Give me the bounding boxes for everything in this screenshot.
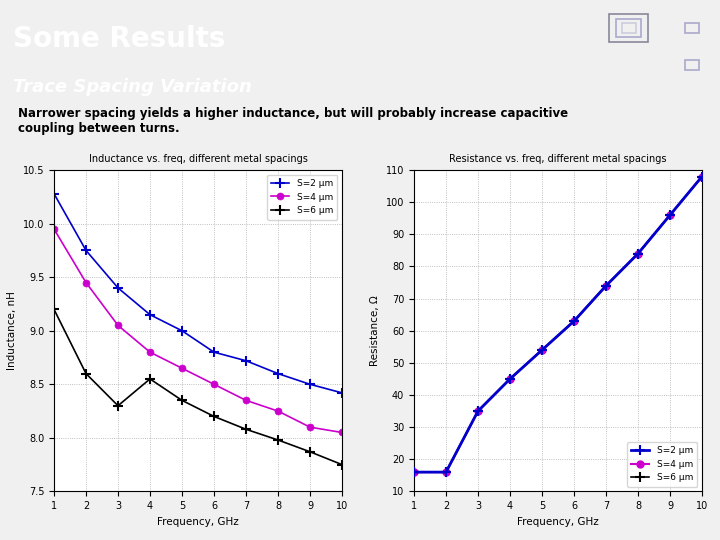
S=4 μm	[81, 279, 90, 286]
Bar	[609, 14, 649, 42]
S=6 μm	[210, 413, 218, 420]
S=6 μm	[410, 469, 418, 475]
S=2 μm	[474, 408, 482, 414]
S=2 μm	[114, 285, 122, 291]
Legend: S=2 μm, S=4 μm, S=6 μm: S=2 μm, S=4 μm, S=6 μm	[627, 442, 698, 487]
S=4 μm	[274, 408, 282, 414]
S=2 μm	[338, 390, 346, 396]
S=6 μm	[474, 408, 482, 414]
S=2 μm	[50, 191, 58, 197]
Bar	[616, 19, 642, 37]
S=6 μm	[145, 376, 154, 382]
S=4 μm	[505, 376, 514, 382]
S=4 μm	[666, 212, 675, 218]
Line: S=6 μm: S=6 μm	[409, 172, 707, 477]
S=2 μm	[178, 327, 186, 334]
S=6 μm	[242, 426, 251, 433]
X-axis label: Frequency, GHz: Frequency, GHz	[157, 517, 239, 526]
S=2 μm	[210, 349, 218, 355]
Bar	[685, 23, 699, 33]
S=6 μm	[538, 347, 546, 353]
S=2 μm	[666, 212, 675, 218]
S=2 μm	[306, 381, 315, 388]
S=4 μm	[338, 429, 346, 436]
S=4 μm	[538, 347, 546, 353]
S=6 μm	[570, 318, 578, 325]
S=2 μm	[698, 173, 706, 180]
S=4 μm	[306, 424, 315, 430]
S=4 μm	[474, 408, 482, 414]
S=4 μm	[145, 349, 154, 355]
Y-axis label: Resistance, Ω: Resistance, Ω	[370, 295, 380, 366]
Legend: S=2 μm, S=4 μm, S=6 μm: S=2 μm, S=4 μm, S=6 μm	[267, 174, 338, 220]
S=4 μm	[178, 365, 186, 372]
S=6 μm	[50, 306, 58, 313]
Text: Trace Spacing Variation: Trace Spacing Variation	[13, 78, 251, 96]
S=2 μm	[538, 347, 546, 353]
S=4 μm	[570, 318, 578, 325]
S=6 μm	[634, 251, 642, 257]
Line: S=4 μm: S=4 μm	[410, 173, 706, 476]
S=6 μm	[505, 376, 514, 382]
S=2 μm	[242, 357, 251, 364]
S=6 μm	[338, 461, 346, 468]
S=6 μm	[178, 397, 186, 403]
Text: Some Results: Some Results	[13, 25, 225, 53]
S=4 μm	[410, 469, 418, 475]
S=6 μm	[114, 402, 122, 409]
S=2 μm	[145, 312, 154, 318]
S=4 μm	[698, 173, 706, 180]
Line: S=6 μm: S=6 μm	[49, 305, 347, 469]
S=2 μm	[634, 251, 642, 257]
Bar	[685, 60, 699, 70]
S=2 μm	[505, 376, 514, 382]
S=2 μm	[570, 318, 578, 325]
S=4 μm	[50, 226, 58, 232]
Line: S=4 μm: S=4 μm	[50, 226, 346, 436]
S=2 μm	[602, 282, 611, 289]
S=4 μm	[242, 397, 251, 403]
S=4 μm	[634, 251, 642, 257]
S=4 μm	[114, 322, 122, 329]
S=2 μm	[274, 370, 282, 377]
S=4 μm	[210, 381, 218, 388]
S=2 μm	[410, 469, 418, 475]
S=2 μm	[81, 247, 90, 254]
S=6 μm	[698, 173, 706, 180]
Text: Narrower spacing yields a higher inductance, but will probably increase capaciti: Narrower spacing yields a higher inducta…	[19, 107, 569, 136]
S=4 μm	[602, 282, 611, 289]
Title: Inductance vs. freq, different metal spacings: Inductance vs. freq, different metal spa…	[89, 154, 307, 164]
S=6 μm	[306, 449, 315, 455]
Line: S=2 μm: S=2 μm	[409, 172, 707, 477]
S=6 μm	[441, 469, 450, 475]
Y-axis label: Inductance, nH: Inductance, nH	[7, 291, 17, 370]
S=6 μm	[81, 370, 90, 377]
S=4 μm	[441, 469, 450, 475]
Line: S=2 μm: S=2 μm	[49, 189, 347, 398]
X-axis label: Frequency, GHz: Frequency, GHz	[517, 517, 599, 526]
Bar	[622, 23, 636, 33]
S=6 μm	[602, 282, 611, 289]
S=2 μm	[441, 469, 450, 475]
S=6 μm	[666, 212, 675, 218]
S=6 μm	[274, 437, 282, 443]
Title: Resistance vs. freq, different metal spacings: Resistance vs. freq, different metal spa…	[449, 154, 667, 164]
